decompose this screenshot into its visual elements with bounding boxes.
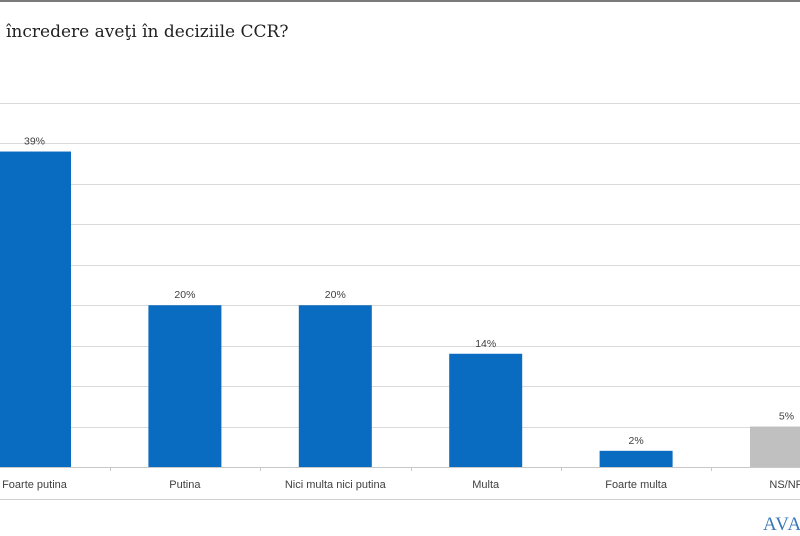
category-label: Nici multa nici putina bbox=[285, 479, 387, 491]
category-label: NS/NR bbox=[769, 479, 800, 491]
category-label: Multa bbox=[472, 479, 500, 491]
bottom-border bbox=[0, 499, 800, 500]
bar bbox=[599, 450, 673, 467]
category-label: Foarte multa bbox=[605, 479, 668, 491]
chart-title: încredere aveţi în deciziile CCR? bbox=[6, 22, 289, 42]
category-label: Foarte putina bbox=[2, 479, 68, 491]
bar bbox=[148, 305, 222, 467]
data-label: 20% bbox=[174, 289, 195, 301]
data-label: 14% bbox=[475, 338, 496, 350]
data-label: 5% bbox=[779, 411, 794, 423]
data-label: 20% bbox=[325, 289, 346, 301]
bar bbox=[298, 305, 372, 467]
avant-logo: AVAN bbox=[763, 514, 800, 535]
bar bbox=[750, 426, 800, 467]
bar bbox=[0, 151, 71, 468]
top-border bbox=[0, 0, 800, 2]
data-label: 2% bbox=[629, 435, 644, 447]
category-label: Putina bbox=[169, 479, 201, 491]
data-label: 39% bbox=[24, 136, 45, 148]
bar bbox=[449, 353, 523, 467]
